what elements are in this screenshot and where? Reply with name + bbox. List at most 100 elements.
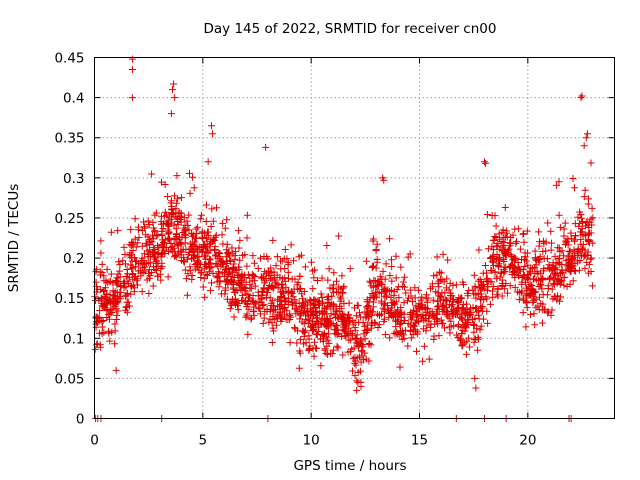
- data-point: [423, 298, 431, 306]
- x-tick-label: 20: [519, 433, 536, 449]
- data-point: [300, 288, 308, 296]
- data-point: [105, 297, 113, 305]
- data-point: [519, 230, 527, 238]
- data-point: [484, 319, 492, 327]
- data-point: [123, 289, 131, 297]
- data-point: [158, 232, 166, 240]
- data-point: [582, 134, 590, 142]
- data-point: [145, 266, 153, 274]
- data-point: [435, 292, 443, 300]
- data-point: [130, 281, 138, 289]
- x-tick-label: 0: [90, 433, 99, 449]
- data-point: [149, 263, 157, 271]
- data-point: [276, 309, 284, 317]
- data-point: [578, 245, 586, 253]
- data-point: [170, 80, 178, 88]
- data-point: [219, 219, 227, 227]
- data-point: [391, 317, 399, 325]
- x-axis-label: GPS time / hours: [293, 458, 406, 474]
- data-point: [249, 307, 257, 315]
- data-point: [324, 324, 332, 332]
- data-point: [296, 315, 304, 323]
- data-point: [556, 223, 564, 231]
- data-point: [530, 275, 538, 283]
- data-point: [470, 320, 478, 328]
- data-point: [483, 286, 491, 294]
- data-point: [338, 272, 346, 280]
- data-point: [109, 279, 117, 287]
- data-point: [459, 304, 467, 312]
- data-point: [256, 305, 264, 313]
- data-point: [511, 274, 519, 282]
- data-point: [446, 294, 454, 302]
- data-point: [105, 329, 113, 337]
- data-point: [116, 288, 124, 296]
- data-point: [576, 208, 584, 216]
- data-point: [557, 269, 565, 277]
- data-point: [353, 331, 361, 339]
- data-point: [106, 337, 114, 345]
- data-point: [197, 211, 205, 219]
- data-point: [235, 263, 243, 271]
- data-point: [339, 314, 347, 322]
- data-point: [248, 298, 256, 306]
- data-point: [138, 227, 146, 235]
- axis-ticks: [94, 57, 615, 419]
- data-point: [489, 293, 497, 301]
- data-point: [291, 275, 299, 283]
- data-point: [135, 234, 143, 242]
- data-point: [531, 321, 539, 329]
- data-point: [379, 304, 387, 312]
- data-point: [202, 201, 210, 209]
- data-point: [267, 305, 275, 313]
- data-point: [95, 329, 103, 337]
- data-point: [444, 256, 452, 264]
- data-point: [340, 314, 348, 322]
- data-point: [457, 323, 465, 331]
- data-point: [183, 291, 191, 299]
- data-point: [580, 142, 588, 150]
- data-point: [315, 323, 323, 331]
- data-point: [219, 240, 227, 248]
- data-point: [145, 290, 153, 298]
- data-point: [294, 278, 302, 286]
- data-point: [216, 278, 224, 286]
- data-point: [190, 251, 198, 259]
- data-point: [448, 307, 456, 315]
- data-point: [351, 304, 359, 312]
- data-point: [243, 211, 251, 219]
- data-point: [204, 228, 212, 236]
- data-point: [128, 240, 136, 248]
- data-point: [406, 313, 414, 321]
- data-point: [138, 242, 146, 250]
- data-point: [483, 295, 491, 303]
- data-point: [144, 253, 152, 261]
- data-point: [112, 366, 120, 374]
- data-point: [511, 283, 519, 291]
- data-point: [516, 265, 524, 273]
- data-point: [128, 66, 136, 74]
- data-point: [466, 310, 474, 318]
- data-point: [448, 310, 456, 318]
- data-point: [348, 330, 356, 338]
- data-point: [286, 310, 294, 318]
- data-point: [256, 254, 264, 262]
- data-point: [474, 346, 482, 354]
- data-point: [273, 314, 281, 322]
- data-point: [212, 260, 220, 268]
- data-point: [310, 300, 318, 308]
- data-point: [567, 229, 575, 237]
- data-point: [455, 299, 463, 307]
- data-point: [443, 284, 451, 292]
- data-point: [532, 295, 540, 303]
- data-point: [207, 239, 215, 247]
- data-point: [362, 328, 370, 336]
- data-point: [367, 319, 375, 327]
- data-point: [556, 297, 564, 305]
- data-point: [459, 278, 467, 286]
- data-point: [236, 236, 244, 244]
- data-point: [144, 217, 152, 225]
- data-point: [215, 249, 223, 257]
- data-point: [199, 283, 207, 291]
- data-point: [536, 253, 544, 261]
